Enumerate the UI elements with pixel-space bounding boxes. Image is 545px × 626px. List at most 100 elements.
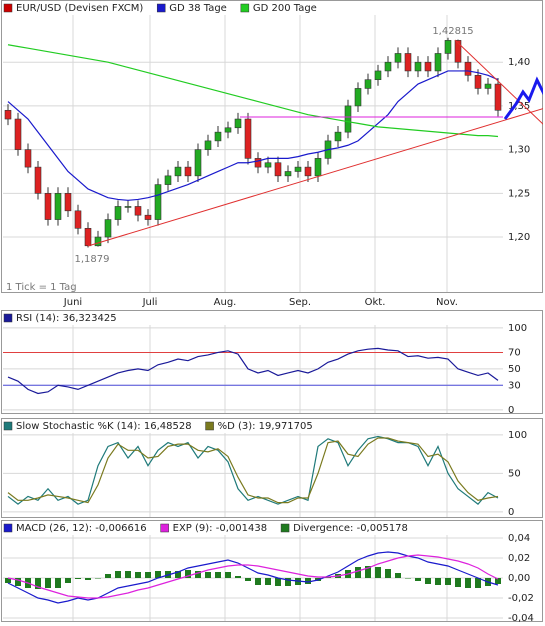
divergence-bar bbox=[365, 566, 371, 578]
candle-body bbox=[144, 214, 152, 220]
divergence-bar bbox=[415, 578, 421, 581]
candle-body bbox=[104, 219, 112, 238]
candle-body bbox=[14, 118, 22, 150]
divergence-bar bbox=[195, 571, 201, 578]
divergence-bar bbox=[175, 571, 181, 578]
candle-body bbox=[194, 149, 202, 177]
candle-body bbox=[494, 83, 502, 111]
candle-body bbox=[244, 118, 252, 159]
y-tick-label: 100 bbox=[508, 323, 527, 334]
candle-body bbox=[264, 162, 272, 168]
divergence-bar bbox=[455, 578, 461, 587]
candle-body bbox=[434, 53, 442, 72]
series-line bbox=[7, 347, 499, 395]
legend-label: RSI (14): 36,323425 bbox=[16, 313, 117, 324]
series-line bbox=[7, 554, 499, 599]
divergence-bar bbox=[395, 573, 401, 578]
divergence-bar bbox=[155, 571, 161, 578]
divergence-bar bbox=[245, 578, 251, 581]
candle-body bbox=[334, 131, 342, 142]
divergence-bar bbox=[275, 578, 281, 586]
divergence-bar bbox=[405, 578, 411, 579]
legend-label: GD 38 Tage bbox=[169, 3, 227, 14]
series-line bbox=[7, 435, 499, 505]
legend-swatch bbox=[160, 523, 169, 533]
candle-body bbox=[444, 40, 452, 54]
y-tick-label: 30 bbox=[508, 380, 521, 391]
y-tick-label: 0,00 bbox=[508, 573, 530, 584]
divergence-bar bbox=[265, 578, 271, 585]
candle-body bbox=[124, 206, 132, 208]
candle-body bbox=[464, 61, 472, 76]
candle-body bbox=[114, 206, 122, 220]
candle-body bbox=[454, 40, 462, 63]
divergence-bar bbox=[225, 572, 231, 578]
divergence-bar bbox=[105, 574, 111, 578]
annotation: 1 Tick = 1 Tag bbox=[6, 282, 77, 293]
legend-swatch bbox=[280, 523, 290, 533]
candle-body bbox=[24, 149, 32, 168]
annotation: 1,1879 bbox=[75, 254, 110, 265]
divergence-bar bbox=[435, 578, 441, 585]
legend-label: MACD (26, 12): -0,006616 bbox=[16, 523, 147, 534]
trend-line bbox=[454, 39, 543, 125]
trend-lines bbox=[87, 39, 543, 247]
candle-body bbox=[64, 193, 72, 212]
candle-body bbox=[294, 166, 302, 172]
divergence-bar bbox=[75, 578, 81, 579]
candle-body bbox=[304, 166, 312, 177]
series-line bbox=[7, 70, 499, 201]
candle-body bbox=[404, 53, 412, 72]
series-line bbox=[7, 437, 499, 504]
candle-body bbox=[344, 105, 352, 133]
divergence-bar bbox=[305, 578, 311, 584]
candle-body bbox=[84, 228, 92, 247]
series-line bbox=[7, 551, 499, 604]
legend-label: %D (3): 19,971705 bbox=[218, 421, 313, 432]
candle-body bbox=[284, 171, 292, 177]
x-tick-label: Sep. bbox=[289, 297, 311, 308]
candle-body bbox=[374, 70, 382, 80]
legend-swatch bbox=[3, 313, 13, 323]
legend-label: Divergence: -0,005178 bbox=[293, 523, 408, 534]
legend-swatch bbox=[156, 3, 166, 13]
divergence-bar bbox=[85, 578, 91, 580]
y-tick-label: 0,04 bbox=[508, 533, 530, 544]
y-tick-label: 100 bbox=[508, 430, 527, 441]
candle-body bbox=[394, 53, 402, 63]
panel-frame bbox=[1, 310, 543, 414]
y-tick-label: 50 bbox=[508, 468, 521, 479]
candle-body bbox=[134, 206, 142, 216]
legend-swatch bbox=[3, 523, 13, 533]
divergence-bar bbox=[355, 567, 361, 578]
candle-body bbox=[94, 236, 102, 247]
candle-body bbox=[314, 158, 322, 177]
y-tick-label: -0,02 bbox=[508, 593, 534, 604]
candle-body bbox=[424, 61, 432, 72]
candle-body bbox=[364, 79, 372, 89]
x-tick-label: Juni bbox=[63, 297, 82, 308]
candle-body bbox=[54, 193, 62, 220]
candle-body bbox=[474, 75, 482, 89]
divergence-bar bbox=[65, 578, 71, 583]
legend-label: GD 200 Tage bbox=[253, 3, 317, 14]
legend-swatch bbox=[205, 421, 214, 431]
candle-body bbox=[34, 166, 42, 194]
x-tick-label: Juli bbox=[142, 297, 158, 308]
y-tick-label: 70 bbox=[508, 347, 521, 358]
legend-swatch bbox=[240, 3, 250, 13]
divergence-bar bbox=[45, 578, 51, 588]
divergence-bar bbox=[55, 578, 61, 588]
divergence-bar bbox=[425, 578, 431, 584]
forecast-line bbox=[503, 76, 543, 120]
x-tick-label: Okt. bbox=[365, 297, 386, 308]
panel-frame bbox=[1, 520, 543, 622]
y-tick-label: 1,25 bbox=[508, 188, 530, 199]
y-tick-label: 0 bbox=[508, 405, 514, 416]
divergence-bar bbox=[445, 578, 451, 585]
divergence-bar bbox=[95, 578, 101, 579]
candle-body bbox=[174, 166, 182, 177]
annotation: 1,42815 bbox=[432, 26, 473, 37]
legend-label: EUR/USD (Devisen FXCM) bbox=[16, 3, 143, 14]
